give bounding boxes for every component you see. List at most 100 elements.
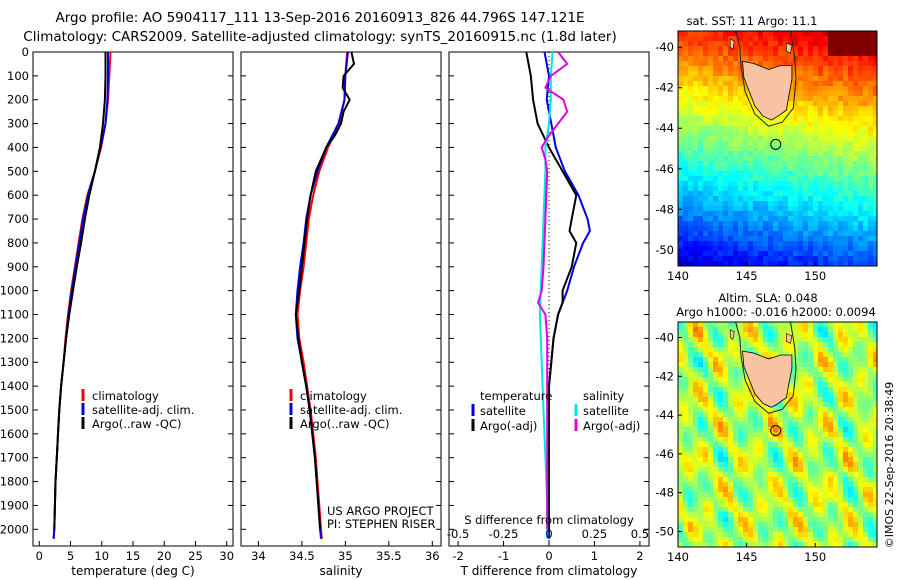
map-cell: [823, 221, 829, 227]
map-cell: [838, 201, 844, 207]
map-cell: [703, 241, 709, 247]
map-cell: [803, 522, 809, 528]
map-cell: [718, 412, 724, 418]
map-cell: [808, 482, 814, 488]
map-cell: [768, 256, 774, 262]
map-cell: [818, 116, 824, 122]
map-cell: [723, 186, 729, 192]
map-cell: [723, 402, 729, 408]
map-cell: [863, 251, 869, 257]
map-cell: [713, 116, 719, 122]
map-cell: [698, 146, 704, 152]
map-cell: [828, 126, 834, 132]
map-cell: [823, 427, 829, 433]
map-cell: [828, 377, 834, 383]
map-cell: [758, 502, 764, 508]
map-cell: [848, 31, 854, 37]
map-cell: [803, 191, 809, 197]
map-cell: [758, 492, 764, 498]
map-cell: [743, 86, 749, 92]
map-cell: [828, 372, 834, 378]
map-cell: [723, 522, 729, 528]
map-cell: [768, 261, 774, 266]
map-cell: [858, 251, 864, 257]
map-cell: [768, 166, 774, 172]
map-cell: [788, 96, 794, 102]
map-cell: [738, 71, 744, 77]
map-cell: [733, 417, 739, 423]
map-cell: [858, 362, 864, 368]
map-cell: [678, 66, 684, 72]
map-cell: [683, 161, 689, 167]
map-cell: [818, 402, 824, 408]
map-cell: [693, 216, 699, 222]
map-cell: [678, 332, 684, 338]
map-cell: [768, 347, 774, 353]
map-cell: [678, 427, 684, 433]
map-cell: [818, 196, 824, 202]
map-cell: [803, 537, 809, 543]
map-cell: [818, 191, 824, 197]
map-cell: [718, 56, 724, 62]
map-cell: [743, 372, 749, 378]
map-cell: [843, 507, 849, 513]
map-cell: [868, 116, 874, 122]
map-cell: [743, 261, 749, 266]
map-cell: [738, 467, 744, 473]
map-cell: [758, 532, 764, 538]
map-cell: [793, 322, 799, 328]
map-cell: [698, 472, 704, 478]
map-cell: [793, 216, 799, 222]
map-cell: [873, 352, 877, 358]
map-cell: [863, 447, 869, 453]
map-cell: [803, 41, 809, 47]
map-cell: [708, 342, 714, 348]
map-cell: [708, 417, 714, 423]
map-cell: [713, 166, 719, 172]
map-cell: [758, 522, 764, 528]
map-cell: [803, 81, 809, 87]
y-tick-label: 1200: [0, 331, 29, 345]
map-cell: [683, 362, 689, 368]
map-x-tick-label: 140: [667, 269, 689, 283]
map-cell: [748, 256, 754, 262]
map-cell: [858, 462, 864, 468]
map-cell: [693, 387, 699, 393]
map-cell: [853, 171, 859, 177]
map-cell: [693, 51, 699, 57]
map-cell: [833, 512, 839, 518]
map-cell: [783, 452, 789, 458]
map-cell: [813, 151, 819, 157]
map-cell: [708, 86, 714, 92]
map-cell: [703, 96, 709, 102]
map-cell: [868, 542, 874, 547]
map-cell: [828, 66, 834, 72]
map-cell: [848, 457, 854, 463]
map-cell: [793, 131, 799, 137]
map-cell: [773, 427, 779, 433]
map-cell: [713, 161, 719, 167]
map-cell: [703, 347, 709, 353]
map-cell: [693, 352, 699, 358]
map-cell: [708, 542, 714, 547]
map-cell: [748, 171, 754, 177]
map-cell: [793, 392, 799, 398]
map-cell: [813, 402, 819, 408]
map-cell: [758, 31, 764, 37]
map-cell: [833, 251, 839, 257]
map-cell: [803, 507, 809, 513]
map-cell: [758, 337, 764, 343]
map-cell: [793, 497, 799, 503]
map-cell: [823, 211, 829, 217]
map-cell: [683, 412, 689, 418]
map-cell: [773, 542, 779, 547]
map-cell: [808, 186, 814, 192]
map-cell: [863, 532, 869, 538]
map-cell: [793, 432, 799, 438]
map-cell: [868, 141, 874, 147]
map-cell: [763, 166, 769, 172]
map-cell: [733, 216, 739, 222]
map-cell: [818, 76, 824, 82]
map-cell: [813, 537, 819, 543]
map-cell: [823, 407, 829, 413]
